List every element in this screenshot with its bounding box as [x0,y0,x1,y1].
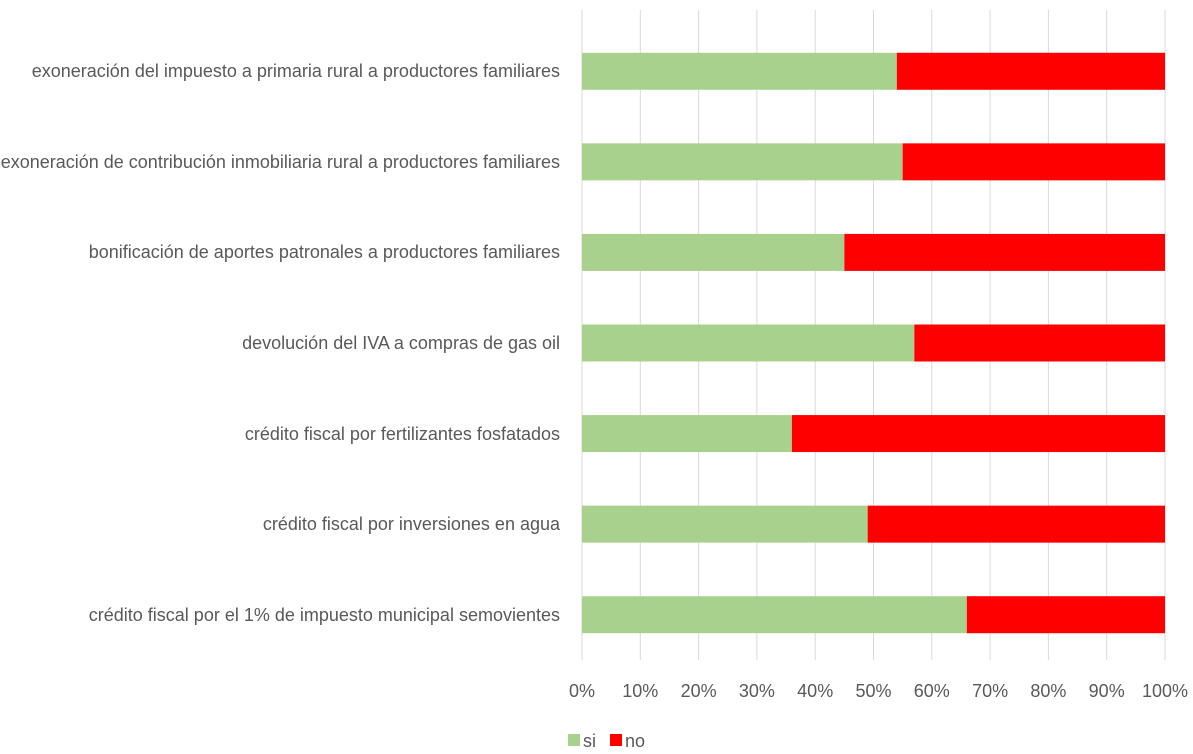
bar-segment [582,596,967,634]
y-tick-label: crédito fiscal por inversiones en agua [262,514,560,535]
x-tick-label: 0% [569,681,595,701]
bar-segment [582,233,845,271]
y-tick-label: crédito fiscal por fertilizantes fosfata… [244,423,560,444]
bar-segment [582,143,903,181]
y-tick-label-box: crédito fiscal por el 1% de impuesto mun… [0,585,560,645]
x-tick-label: 70% [972,681,1008,701]
x-tick-label: 90% [1089,681,1125,701]
bar-segment [582,415,792,453]
bar-segment [844,233,1165,271]
y-tick-label-box: crédito fiscal por inversiones en agua [0,494,560,554]
legend-swatch [610,734,622,746]
bar-segment [582,505,868,543]
x-tick-label: 10% [622,681,658,701]
bar-segment [582,324,915,362]
y-tick-label-box: bonificación de aportes patronales a pro… [0,222,560,282]
bar-segment [867,505,1165,543]
y-tick-label-box: devolución del IVA a compras de gas oil [0,313,560,373]
bar-segment [791,415,1165,453]
y-tick-label-box: exoneración del impuesto a primaria rura… [0,41,560,101]
bar-segment [902,143,1165,181]
bar-segment [896,52,1165,90]
bar-segment [582,52,897,90]
x-tick-label: 50% [855,681,891,701]
x-tick-label: 80% [1030,681,1066,701]
y-tick-label-box: crédito fiscal por fertilizantes fosfata… [0,404,560,464]
x-tick-label: 40% [797,681,833,701]
bar-segment [966,596,1165,634]
x-tick-label: 30% [739,681,775,701]
legend-swatch [568,734,580,746]
y-tick-label: devolución del IVA a compras de gas oil [242,333,560,353]
legend-label: no [625,731,645,751]
x-tick-label: 20% [681,681,717,701]
x-tick-label: 60% [914,681,950,701]
y-tick-label-box: exoneración de contribución inmobiliaria… [0,132,560,192]
bar-segment [914,324,1165,362]
y-tick-label: bonificación de aportes patronales a pro… [88,242,560,263]
y-tick-label: crédito fiscal por el 1% de impuesto mun… [88,604,560,625]
legend-label: si [583,731,596,751]
y-tick-label: exoneración del impuesto a primaria rura… [31,61,560,82]
x-tick-label: 100% [1142,681,1188,701]
y-tick-label: exoneración de contribución inmobiliaria… [0,151,560,172]
